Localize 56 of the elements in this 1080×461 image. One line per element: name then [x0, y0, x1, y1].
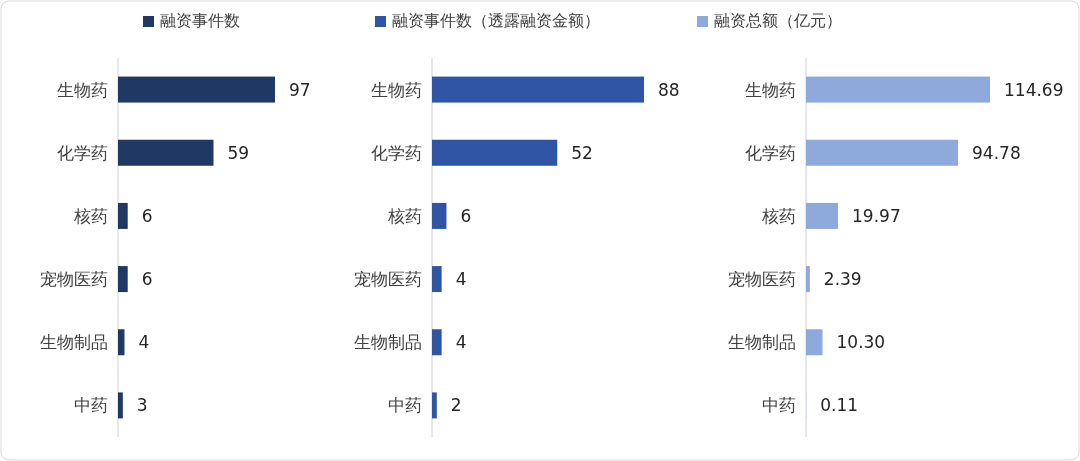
data-label: 6 [460, 205, 472, 226]
y-tick-label: 生物药 [57, 79, 108, 100]
y-tick-label: 生物药 [371, 79, 422, 100]
bar [806, 266, 810, 293]
bar [432, 392, 437, 419]
y-tick-label: 宠物医药 [40, 269, 108, 290]
data-label: 94.78 [972, 142, 1021, 163]
data-label: 88 [658, 79, 680, 100]
data-label: 4 [455, 332, 467, 353]
legend-label: 融资事件数（透露融资金额） [392, 11, 600, 30]
bar [432, 76, 644, 103]
data-label: 3 [136, 395, 148, 416]
y-tick-label: 生物药 [745, 79, 796, 100]
data-label: 4 [138, 332, 150, 353]
y-tick-label: 生物制品 [354, 332, 422, 353]
bar [806, 139, 959, 166]
bar [432, 266, 442, 293]
bar [806, 329, 823, 356]
y-tick-label: 宠物医药 [728, 269, 796, 290]
data-label: 2.39 [823, 269, 862, 290]
bar [432, 329, 442, 356]
bar [432, 202, 447, 229]
data-label: 2 [450, 395, 462, 416]
y-tick-label: 化学药 [745, 142, 796, 163]
bar [118, 329, 125, 356]
data-label: 10.30 [836, 332, 886, 353]
y-tick-label: 中药 [74, 395, 108, 416]
y-tick-label: 核药 [387, 205, 422, 226]
bar [118, 76, 275, 103]
y-tick-label: 宠物医药 [354, 269, 422, 290]
legend-label: 融资事件数 [160, 11, 240, 30]
data-label: 6 [141, 205, 153, 226]
bar [806, 76, 990, 103]
y-tick-label: 生物制品 [728, 332, 796, 353]
y-tick-label: 中药 [762, 395, 796, 416]
data-label: 97 [289, 79, 311, 100]
y-tick-label: 化学药 [57, 142, 108, 163]
bar [432, 139, 558, 166]
data-label: 52 [571, 142, 593, 163]
data-label: 114.69 [1004, 79, 1064, 100]
bar [806, 202, 839, 229]
data-label: 4 [455, 269, 467, 290]
bar [118, 139, 214, 166]
bar [118, 266, 128, 293]
legend-label: 融资总额（亿元） [714, 11, 842, 30]
y-tick-label: 化学药 [371, 142, 422, 163]
y-tick-label: 生物制品 [40, 332, 108, 353]
data-label: 19.97 [852, 205, 901, 226]
bar [118, 202, 128, 229]
data-label: 6 [141, 269, 153, 290]
bar [118, 392, 123, 419]
y-tick-label: 核药 [73, 205, 108, 226]
data-label: 0.11 [820, 395, 859, 416]
y-tick-label: 核药 [761, 205, 796, 226]
y-tick-label: 中药 [388, 395, 422, 416]
data-label: 59 [227, 142, 250, 163]
